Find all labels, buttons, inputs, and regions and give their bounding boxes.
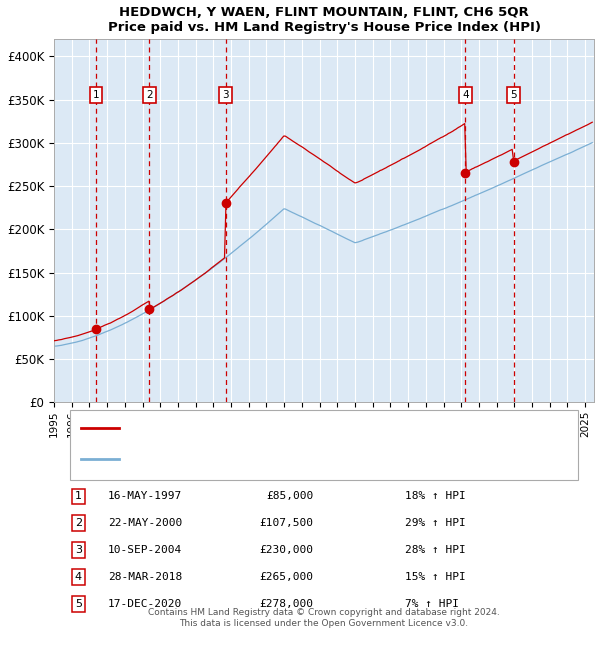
Title: HEDDWCH, Y WAEN, FLINT MOUNTAIN, FLINT, CH6 5QR
Price paid vs. HM Land Registry': HEDDWCH, Y WAEN, FLINT MOUNTAIN, FLINT, … [107,6,541,34]
Text: 10-SEP-2004: 10-SEP-2004 [108,545,182,555]
Text: 5: 5 [511,90,517,100]
Text: 15% ↑ HPI: 15% ↑ HPI [405,572,466,582]
Text: 22-MAY-2000: 22-MAY-2000 [108,518,182,528]
FancyBboxPatch shape [70,410,578,480]
Text: Contains HM Land Registry data © Crown copyright and database right 2024.
This d: Contains HM Land Registry data © Crown c… [148,608,500,628]
Text: £85,000: £85,000 [266,491,313,501]
Text: 7% ↑ HPI: 7% ↑ HPI [405,599,459,609]
Text: 18% ↑ HPI: 18% ↑ HPI [405,491,466,501]
Text: 28-MAR-2018: 28-MAR-2018 [108,572,182,582]
Text: 2: 2 [146,90,153,100]
Text: £107,500: £107,500 [259,518,313,528]
Text: 1: 1 [75,491,82,501]
Text: 3: 3 [222,90,229,100]
Text: 4: 4 [75,572,82,582]
Text: £278,000: £278,000 [259,599,313,609]
Text: 29% ↑ HPI: 29% ↑ HPI [405,518,466,528]
Text: 1: 1 [92,90,99,100]
Text: £230,000: £230,000 [259,545,313,555]
Text: 3: 3 [75,545,82,555]
Text: 5: 5 [75,599,82,609]
Text: £265,000: £265,000 [259,572,313,582]
Text: HPI: Average price, detached house, Flintshire: HPI: Average price, detached house, Flin… [130,454,371,463]
Text: 17-DEC-2020: 17-DEC-2020 [108,599,182,609]
Text: 2: 2 [75,518,82,528]
Text: 28% ↑ HPI: 28% ↑ HPI [405,545,466,555]
Text: 4: 4 [462,90,469,100]
Text: 16-MAY-1997: 16-MAY-1997 [108,491,182,501]
Text: HEDDWCH, Y WAEN, FLINT MOUNTAIN, FLINT, CH6 5QR (detached house): HEDDWCH, Y WAEN, FLINT MOUNTAIN, FLINT, … [130,423,511,434]
